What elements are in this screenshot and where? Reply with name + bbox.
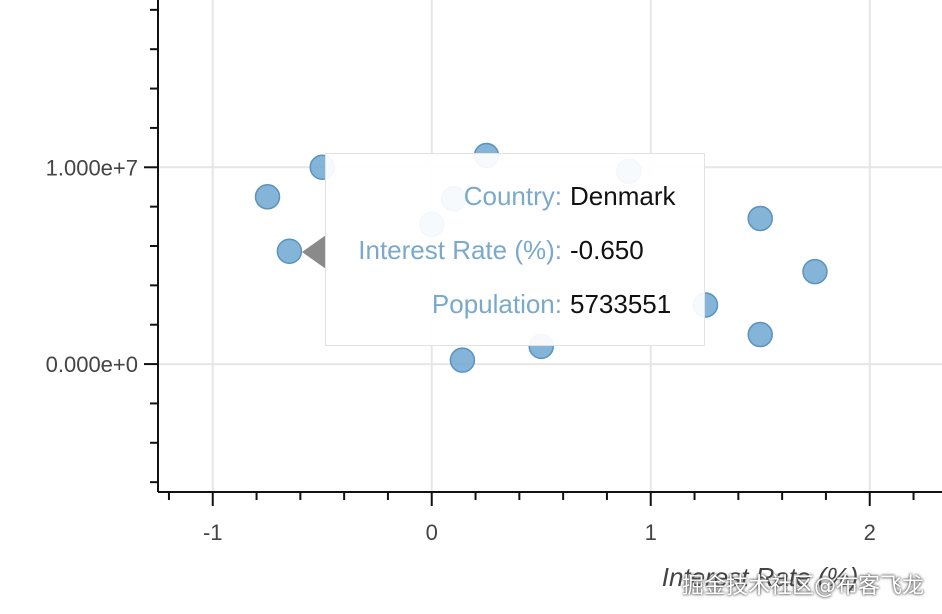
- data-point-12[interactable]: [802, 258, 828, 285]
- data-point-11[interactable]: [747, 321, 773, 348]
- watermark: 掘金技术社区@布客飞龙: [681, 574, 924, 599]
- axes: [144, 0, 942, 506]
- data-point-0[interactable]: [254, 184, 281, 210]
- x-tick-label-3: 2: [864, 520, 876, 545]
- axis-labels: -1 0 1 2 0.000e+0 1.000e+7 Interest Rate (%): [46, 155, 876, 592]
- tooltip-label-interest-rate: Interest Rate (%):: [358, 235, 562, 265]
- y-tick-label-1: 1.000e+7: [46, 155, 138, 180]
- tooltip-label-country: Country:: [463, 181, 562, 211]
- tooltip-row-country: Country: Denmark: [326, 181, 704, 215]
- tooltip-value-population: 5733551: [570, 289, 672, 319]
- tooltip-value-country: Denmark: [570, 181, 676, 211]
- tooltip-row-interest-rate: Interest Rate (%): -0.650: [326, 235, 704, 269]
- x-tick-label-0: -1: [203, 520, 223, 545]
- data-point-5[interactable]: [449, 347, 476, 373]
- data-point-1[interactable]: [276, 238, 303, 264]
- tooltip-pointer: [302, 235, 326, 269]
- hover-tooltip: Country: Denmark Interest Rate (%): -0.6…: [325, 153, 705, 346]
- tooltip-row-population: Population: 5733551: [326, 289, 704, 323]
- tooltip-value-interest-rate: -0.650: [570, 235, 644, 265]
- x-tick-label-2: 1: [645, 520, 657, 545]
- x-tick-label-1: 0: [426, 520, 438, 545]
- data-point-10[interactable]: [747, 205, 773, 232]
- y-tick-label-0: 0.000e+0: [46, 352, 138, 377]
- x-axis-title: Interest Rate (%): [662, 562, 859, 592]
- tooltip-label-population: Population:: [431, 289, 562, 319]
